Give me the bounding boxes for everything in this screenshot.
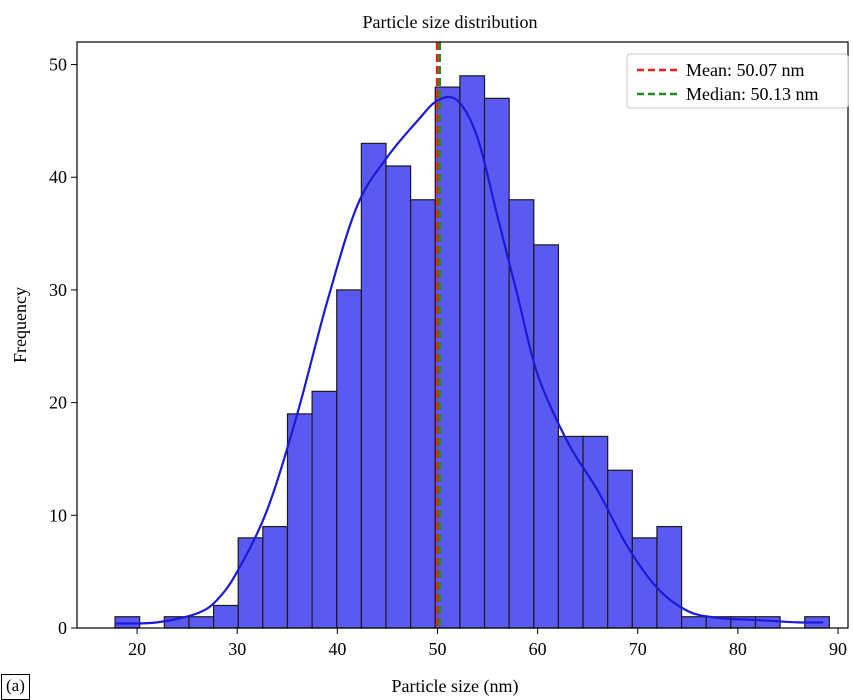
chart-title: Particle size distribution <box>363 12 538 32</box>
x-tick-label: 40 <box>328 639 346 659</box>
x-tick-label: 50 <box>428 639 446 659</box>
histogram-bar <box>754 616 781 629</box>
y-tick-label: 40 <box>49 167 67 187</box>
histogram-bar <box>262 525 289 629</box>
kde-curve <box>115 95 823 625</box>
y-tick-label: 30 <box>49 280 67 300</box>
x-tick-label: 70 <box>629 639 647 659</box>
x-axis-ticks: 20 30 40 50 60 70 80 90 <box>128 628 847 659</box>
panel-label: (a) <box>1 674 30 700</box>
y-axis-ticks: 0 10 20 30 40 50 <box>49 55 77 638</box>
x-tick-label: 20 <box>128 639 146 659</box>
x-tick-label: 60 <box>529 639 547 659</box>
legend-label-mean: Mean: 50.07 nm <box>686 60 805 80</box>
histogram-bar <box>385 165 412 629</box>
histogram-bar <box>680 616 707 629</box>
y-tick-label: 20 <box>49 393 67 413</box>
histogram-bar <box>582 435 609 629</box>
y-tick-label: 10 <box>49 505 67 525</box>
histogram-bar <box>410 199 436 629</box>
x-tick-label: 30 <box>228 639 246 659</box>
histogram-bar <box>557 435 584 629</box>
histogram-bar <box>237 537 264 629</box>
histogram-bar <box>311 390 338 629</box>
histogram-bar <box>336 289 362 629</box>
x-axis-label: Particle size (nm) <box>392 676 519 697</box>
legend-box <box>626 53 849 109</box>
histogram-bar <box>459 75 486 629</box>
bars-layer <box>114 75 830 629</box>
y-axis-label: Frequency <box>10 287 30 363</box>
vline-layer <box>435 42 442 628</box>
kde-layer <box>115 95 823 625</box>
plot-frame <box>76 41 849 629</box>
histogram-bar <box>360 142 387 629</box>
histogram-bar <box>508 199 535 629</box>
x-tick-label: 90 <box>829 639 847 659</box>
histogram-bar <box>656 525 683 629</box>
legend-label-median: Median: 50.13 nm <box>686 84 819 104</box>
histogram-bar <box>533 244 560 629</box>
histogram-bar <box>188 616 215 629</box>
x-tick-label: 80 <box>729 639 747 659</box>
y-tick-label: 50 <box>49 55 67 75</box>
histogram-bar <box>286 413 313 629</box>
y-tick-label: 0 <box>58 618 67 638</box>
legend: Mean: 50.07 nm Median: 50.13 nm <box>626 53 849 109</box>
histogram-bar <box>212 604 239 629</box>
